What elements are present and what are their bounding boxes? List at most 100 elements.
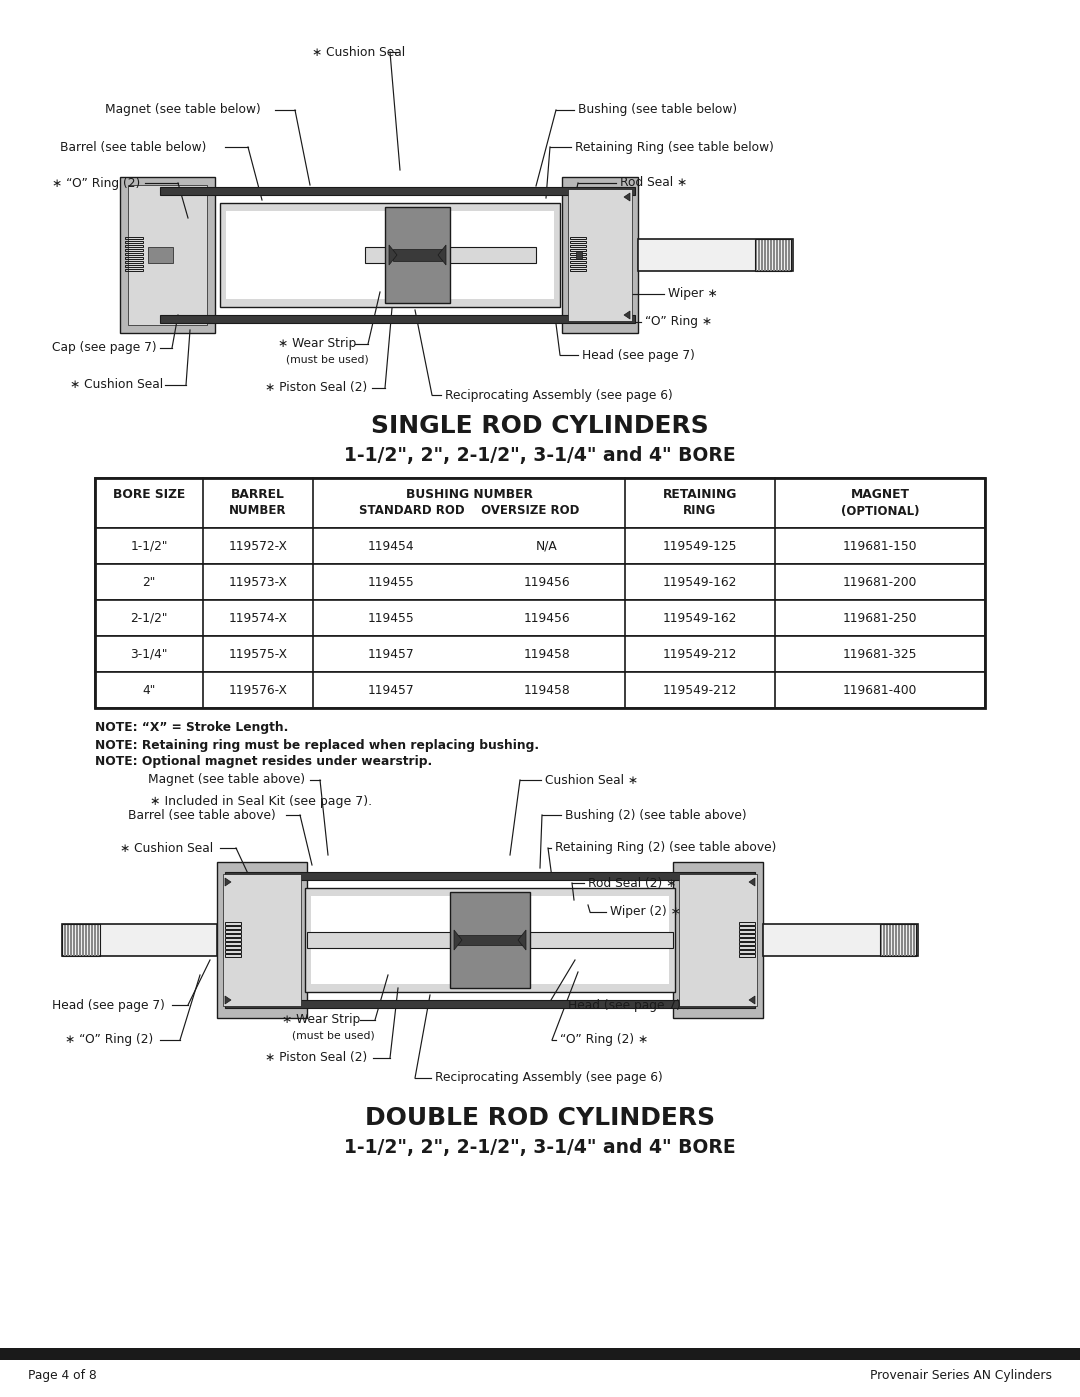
Bar <box>638 239 793 271</box>
Text: Barrel (see table below): Barrel (see table below) <box>60 141 206 154</box>
Text: RETAINING: RETAINING <box>663 489 738 502</box>
Bar <box>125 257 143 260</box>
Bar <box>125 270 143 271</box>
Text: ∗ Cushion Seal: ∗ Cushion Seal <box>312 46 405 59</box>
Bar <box>70 923 72 956</box>
Bar <box>225 946 241 949</box>
Text: Page 4 of 8: Page 4 of 8 <box>28 1369 97 1383</box>
Bar <box>880 923 882 956</box>
Text: (OPTIONAL): (OPTIONAL) <box>840 504 919 517</box>
Bar <box>225 950 241 953</box>
Bar <box>62 923 100 956</box>
Text: 119681-150: 119681-150 <box>842 539 917 552</box>
Bar <box>739 942 755 944</box>
Text: 119573-X: 119573-X <box>229 576 287 588</box>
Bar <box>673 862 762 1018</box>
Bar <box>739 937 755 942</box>
Text: (must be used): (must be used) <box>292 1031 375 1041</box>
Text: 119574-X: 119574-X <box>229 612 287 624</box>
Text: MAGNET: MAGNET <box>851 489 909 502</box>
Text: 119454: 119454 <box>367 539 415 552</box>
Bar <box>225 942 241 944</box>
Bar <box>777 239 778 271</box>
Bar <box>225 922 241 925</box>
Bar <box>76 923 78 956</box>
Bar <box>907 923 909 956</box>
Polygon shape <box>750 996 755 1004</box>
Text: 2": 2" <box>143 576 156 588</box>
Text: Magnet (see table above): Magnet (see table above) <box>148 774 306 787</box>
Bar <box>226 211 554 299</box>
Bar <box>773 239 775 271</box>
Bar <box>892 923 894 956</box>
Bar <box>739 926 755 929</box>
Text: 119458: 119458 <box>524 647 570 661</box>
Bar <box>570 244 586 247</box>
Text: 2-1/2": 2-1/2" <box>131 612 167 624</box>
Text: Rod Seal ∗: Rod Seal ∗ <box>620 176 687 190</box>
Bar <box>95 478 985 528</box>
Bar <box>739 922 755 925</box>
Text: 119575-X: 119575-X <box>229 647 287 661</box>
Bar <box>904 923 906 956</box>
Bar <box>64 923 66 956</box>
Bar <box>785 239 787 271</box>
Text: Bushing (2) (see table above): Bushing (2) (see table above) <box>565 809 746 821</box>
Bar <box>895 923 897 956</box>
Text: BARREL: BARREL <box>231 489 285 502</box>
Polygon shape <box>225 877 231 886</box>
Bar <box>764 239 766 271</box>
Text: 119572-X: 119572-X <box>229 539 287 552</box>
Polygon shape <box>750 877 755 886</box>
Bar <box>95 672 985 708</box>
Bar <box>125 253 143 256</box>
Bar <box>761 239 762 271</box>
Text: Wiper ∗: Wiper ∗ <box>669 288 718 300</box>
Bar <box>0 1348 1080 1361</box>
Bar <box>758 239 760 271</box>
Bar <box>897 923 900 956</box>
Bar <box>125 249 143 251</box>
Bar <box>770 239 772 271</box>
Bar <box>311 895 669 983</box>
Bar <box>125 237 143 239</box>
Polygon shape <box>225 996 231 1004</box>
Text: RING: RING <box>684 504 717 517</box>
Bar <box>95 599 985 636</box>
Text: “O” Ring (2) ∗: “O” Ring (2) ∗ <box>561 1034 648 1046</box>
Bar <box>913 923 915 956</box>
Bar <box>225 1000 755 1009</box>
Bar <box>739 950 755 953</box>
Text: 119681-250: 119681-250 <box>842 612 917 624</box>
Bar <box>570 257 586 260</box>
Bar <box>79 923 81 956</box>
Text: Retaining Ring (2) (see table above): Retaining Ring (2) (see table above) <box>555 841 777 855</box>
Text: STANDARD ROD    OVERSIZE ROD: STANDARD ROD OVERSIZE ROD <box>359 504 579 517</box>
Bar <box>67 923 69 956</box>
Bar <box>883 923 885 956</box>
Bar <box>160 187 635 196</box>
Polygon shape <box>389 244 397 265</box>
Polygon shape <box>624 193 630 201</box>
Text: 119455: 119455 <box>367 612 415 624</box>
Bar <box>125 244 143 247</box>
Bar <box>225 872 755 880</box>
Bar <box>779 239 781 271</box>
Text: Head (see page 7): Head (see page 7) <box>568 999 680 1011</box>
Text: 4": 4" <box>143 683 156 697</box>
Bar <box>755 239 757 271</box>
Text: 119457: 119457 <box>367 683 415 697</box>
Bar <box>767 239 769 271</box>
Text: Bushing (see table below): Bushing (see table below) <box>578 103 738 116</box>
Text: ∗ Cushion Seal: ∗ Cushion Seal <box>120 841 213 855</box>
Text: 119458: 119458 <box>524 683 570 697</box>
Bar <box>886 923 888 956</box>
Bar <box>95 478 985 708</box>
Text: DOUBLE ROD CYLINDERS: DOUBLE ROD CYLINDERS <box>365 1106 715 1130</box>
Text: 119456: 119456 <box>524 576 570 588</box>
Bar <box>576 251 582 258</box>
Bar <box>225 930 241 933</box>
Text: ∗ Wear Strip: ∗ Wear Strip <box>282 1013 361 1027</box>
Text: 3-1/4": 3-1/4" <box>131 647 167 661</box>
Bar <box>901 923 903 956</box>
